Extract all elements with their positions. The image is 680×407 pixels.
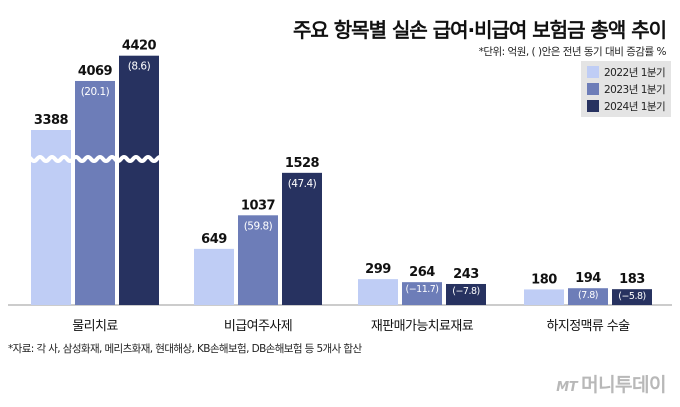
bar xyxy=(524,289,564,305)
bar xyxy=(358,279,398,305)
bar xyxy=(119,55,159,305)
change-label: (7.8) xyxy=(578,290,598,301)
data-label: 264 xyxy=(409,265,435,280)
watermark-text: 머니투데이 xyxy=(581,374,666,396)
data-label: 180 xyxy=(531,272,557,287)
watermark: MT 머니투데이 xyxy=(556,370,666,397)
legend-swatch-2023 xyxy=(587,83,599,95)
legend-swatch-2022 xyxy=(587,66,599,78)
legend-label-2022: 2022년 1분기 xyxy=(604,66,666,79)
data-label: 243 xyxy=(453,267,479,282)
legend-item-2022: 2022년 1분기 xyxy=(587,64,666,80)
category-label: 재판매가능치료재료 xyxy=(371,319,474,334)
data-label: 3388 xyxy=(34,113,69,128)
data-label: 1037 xyxy=(241,198,276,213)
category-label: 비급여주사제 xyxy=(224,319,292,334)
legend-swatch-2024 xyxy=(587,100,599,112)
legend-label-2023: 2023년 1분기 xyxy=(604,83,666,96)
legend-label-2024: 2024년 1분기 xyxy=(604,100,666,113)
bar xyxy=(612,289,652,305)
change-label: (20.1) xyxy=(81,86,110,98)
data-label: 4420 xyxy=(122,39,157,54)
source-note: *자료: 각 사, 삼성화재, 메리츠화재, 현대해상, KB손해보험, DB손… xyxy=(8,343,362,355)
change-label: (−5.8) xyxy=(618,291,645,302)
bar xyxy=(238,215,278,305)
bar xyxy=(568,288,608,305)
change-label: (47.4) xyxy=(288,178,317,190)
unit-note: *단위: 억원, ( )안은 전년 동기 대비 증감률 % xyxy=(478,46,667,58)
bar xyxy=(194,248,234,305)
category-label: 물리치료 xyxy=(72,319,118,334)
data-label: 4069 xyxy=(78,64,113,79)
bar xyxy=(402,282,442,305)
data-label: 299 xyxy=(365,262,391,277)
legend-item-2023: 2023년 1분기 xyxy=(587,81,666,97)
legend-item-2024: 2024년 1분기 xyxy=(587,98,666,114)
change-label: (−11.7) xyxy=(405,284,438,295)
axis-break-mark xyxy=(23,155,171,163)
data-label: 1528 xyxy=(285,156,320,171)
change-label: (−7.8) xyxy=(452,286,479,297)
bar xyxy=(446,283,486,305)
bar xyxy=(282,172,322,305)
legend: 2022년 1분기 2023년 1분기 2024년 1분기 xyxy=(581,61,671,117)
watermark-logo-icon: MT xyxy=(556,380,578,395)
data-label: 194 xyxy=(575,271,601,286)
data-label: 183 xyxy=(619,272,645,287)
change-label: (8.6) xyxy=(128,61,151,73)
bar xyxy=(75,80,115,305)
data-label: 649 xyxy=(201,232,227,247)
change-label: (59.8) xyxy=(244,220,273,232)
category-label: 하지정맥류 수술 xyxy=(546,319,630,334)
chart-title: 주요 항목별 실손 급여·비급여 보험금 총액 추이 xyxy=(293,18,667,42)
